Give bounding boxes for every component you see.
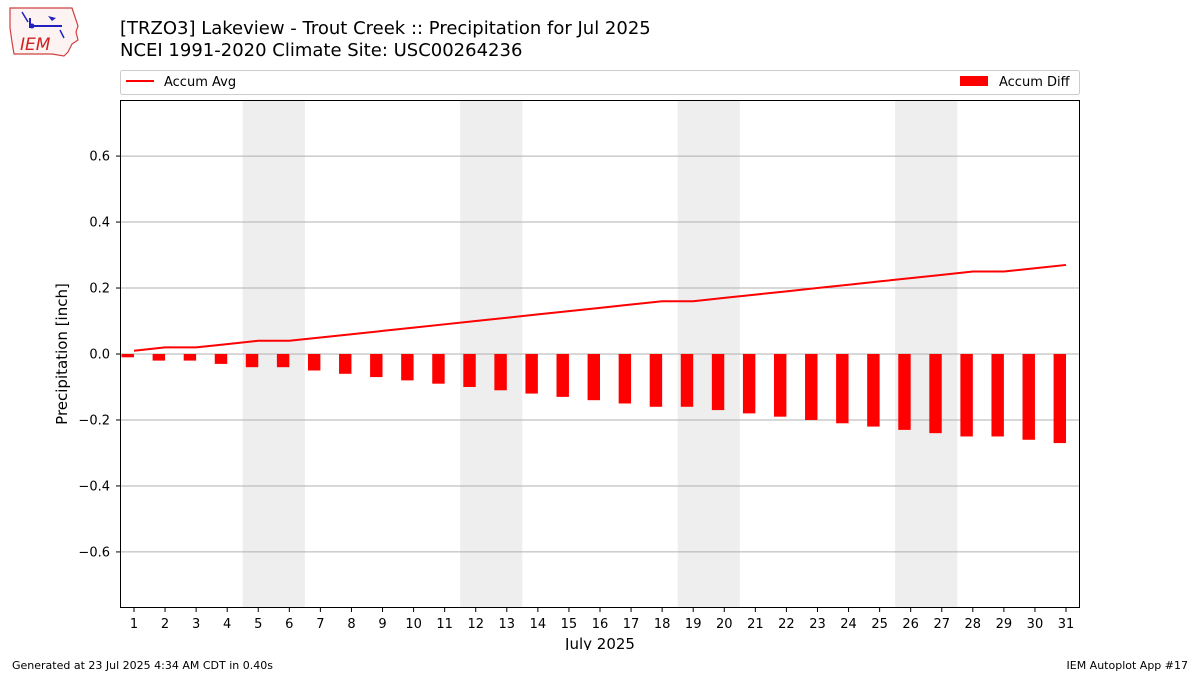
x-tick-label-22: 22 bbox=[778, 617, 795, 632]
accum-diff-bar-28 bbox=[960, 354, 973, 437]
x-tick-label-2: 2 bbox=[161, 617, 169, 632]
legend: Accum Avg Accum Diff bbox=[120, 70, 1080, 95]
x-tick-label-13: 13 bbox=[499, 617, 516, 632]
accum-diff-bar-2 bbox=[152, 354, 166, 361]
accum-diff-bar-31 bbox=[1053, 354, 1067, 444]
x-tick-label-15: 15 bbox=[561, 617, 578, 632]
x-axis-label: July 2025 bbox=[564, 635, 635, 650]
accum-diff-bar-25 bbox=[867, 354, 880, 427]
legend-bar-swatch bbox=[960, 76, 988, 86]
accum-diff-bar-11 bbox=[432, 354, 445, 384]
precipitation-chart: 1 2 3 4 5 6 7 8 9 10 11 12 13 14 15 16 17 18 19 20 21 22 23 24 2… bbox=[53, 70, 1080, 650]
x-tick-label-26: 26 bbox=[902, 617, 919, 632]
chart-subtitle: NCEI 1991-2020 Climate Site: USC00264236 bbox=[120, 40, 523, 61]
accum-diff-bar-6 bbox=[276, 354, 290, 368]
accum-diff-bar-9 bbox=[370, 354, 383, 378]
x-tick-label-3: 3 bbox=[192, 617, 200, 632]
x-tick-label-5: 5 bbox=[254, 617, 262, 632]
x-tick-label-1: 1 bbox=[130, 617, 138, 632]
x-tick-label-24: 24 bbox=[840, 617, 857, 632]
y-tick-label-3: 0.0 bbox=[89, 348, 110, 363]
legend-box bbox=[120, 70, 1080, 95]
x-tick-label-9: 9 bbox=[378, 617, 386, 632]
y-tick-label-4: 0.2 bbox=[89, 282, 110, 297]
x-tick-label-25: 25 bbox=[871, 617, 888, 632]
plot-frame bbox=[120, 100, 1080, 608]
x-tick-label-18: 18 bbox=[654, 617, 671, 632]
accum-diff-bar-12 bbox=[463, 354, 476, 387]
y-tick-label-1: −0.4 bbox=[78, 479, 110, 494]
accum-diff-bar-7 bbox=[307, 354, 321, 371]
accum-diff-bar-18 bbox=[649, 354, 663, 407]
accum-diff-bar-4 bbox=[214, 354, 228, 364]
x-tick-label-16: 16 bbox=[592, 617, 609, 632]
x-tick-label-30: 30 bbox=[1027, 617, 1044, 632]
accum-diff-bar-29 bbox=[991, 354, 1004, 437]
app-note: IEM Autoplot App #17 bbox=[1066, 659, 1189, 672]
accum-diff-bar-1 bbox=[121, 354, 134, 358]
x-tick-label-4: 4 bbox=[223, 617, 231, 632]
accum-avg-line bbox=[133, 263, 1067, 352]
y-tick-label-0: −0.6 bbox=[78, 545, 110, 560]
accum-diff-bar-8 bbox=[339, 354, 352, 374]
x-tick-label-7: 7 bbox=[316, 617, 324, 632]
accum-diff-bar-22 bbox=[773, 354, 787, 417]
x-tick-label-23: 23 bbox=[809, 617, 826, 632]
y-tick-label-5: 0.4 bbox=[89, 216, 110, 231]
accum-diff-bar-10 bbox=[401, 354, 414, 381]
accum-diff-bar-16 bbox=[587, 354, 600, 401]
x-tick-label-31: 31 bbox=[1058, 617, 1075, 632]
x-tick-label-27: 27 bbox=[933, 617, 950, 632]
chart-title: [TRZO3] Lakeview - Trout Creek :: Precip… bbox=[120, 18, 651, 39]
x-tick-label-21: 21 bbox=[747, 617, 764, 632]
accum-diff-bar-14 bbox=[525, 354, 538, 394]
logo-text: IEM bbox=[20, 35, 51, 55]
iem-logo: IEM bbox=[6, 4, 82, 64]
x-tick-label-20: 20 bbox=[716, 617, 733, 632]
legend-accum-diff: Accum Diff bbox=[999, 75, 1071, 90]
y-tick-label-6: 0.6 bbox=[89, 150, 110, 165]
accum-diff-bar-30 bbox=[1022, 354, 1035, 440]
accum-diff-bar-13 bbox=[494, 354, 507, 391]
generated-note: Generated at 23 Jul 2025 4:34 AM CDT in … bbox=[12, 659, 273, 672]
x-tick-label-29: 29 bbox=[996, 617, 1013, 632]
y-tick-label-2: −0.2 bbox=[78, 413, 110, 428]
accum-diff-bar-19 bbox=[680, 354, 694, 407]
accum-diff-bar-5 bbox=[245, 354, 259, 368]
accum-diff-bar-3 bbox=[183, 354, 197, 361]
x-tick-label-11: 11 bbox=[436, 617, 453, 632]
x-tick-label-12: 12 bbox=[467, 617, 484, 632]
iowa-map-logo-icon: IEM bbox=[9, 7, 79, 57]
accum-diff-bar-24 bbox=[836, 354, 849, 424]
accum-diff-bar-17 bbox=[618, 354, 632, 404]
x-tick-label-17: 17 bbox=[623, 617, 640, 632]
x-tick-label-10: 10 bbox=[405, 617, 422, 632]
x-tick-label-19: 19 bbox=[685, 617, 702, 632]
x-tick-label-8: 8 bbox=[347, 617, 355, 632]
accum-diff-bar-15 bbox=[556, 354, 569, 397]
y-axis-label: Precipitation [inch] bbox=[53, 283, 71, 425]
accum-diff-bar-26 bbox=[898, 354, 911, 430]
accum-diff-bar-21 bbox=[742, 354, 756, 414]
x-tick-label-6: 6 bbox=[285, 617, 293, 632]
accum-diff-bar-23 bbox=[805, 354, 818, 420]
x-tick-label-14: 14 bbox=[530, 617, 547, 632]
legend-accum-avg: Accum Avg bbox=[164, 75, 236, 90]
accum-diff-bar-20 bbox=[711, 354, 725, 411]
x-tick-label-28: 28 bbox=[965, 617, 982, 632]
accum-diff-bar-27 bbox=[929, 354, 942, 434]
